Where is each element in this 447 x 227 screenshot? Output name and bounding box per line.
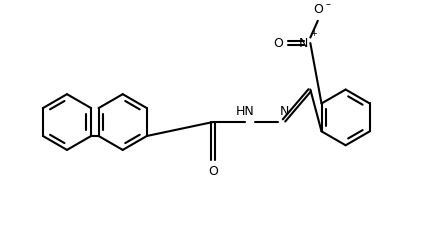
Text: N: N — [299, 37, 308, 49]
Text: O: O — [208, 165, 218, 178]
Text: –: – — [325, 0, 330, 9]
Text: O: O — [274, 37, 283, 49]
Text: +: + — [311, 29, 317, 37]
Text: O: O — [313, 3, 323, 16]
Text: N: N — [280, 105, 289, 118]
Text: HN: HN — [236, 105, 255, 118]
